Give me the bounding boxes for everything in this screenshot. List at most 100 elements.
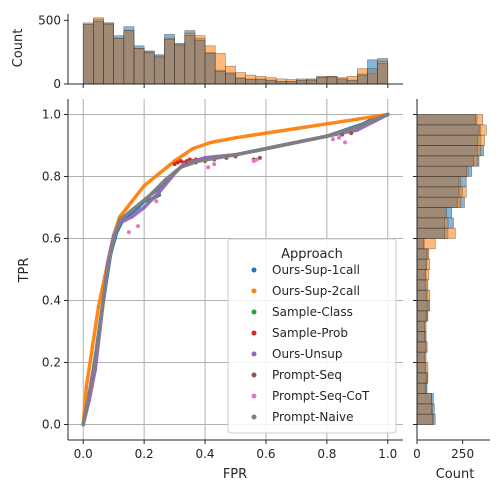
series-prompt-naive [81,112,390,427]
data-point [163,178,168,182]
data-point [90,345,94,349]
data-point [386,112,390,117]
right-hist-bar [416,248,428,260]
data-point [233,136,238,140]
data-point [294,126,299,131]
data-point [209,140,213,144]
data-point [130,199,134,203]
data-point [175,160,180,165]
data-point [355,117,359,121]
right-hist-bar [416,320,425,332]
right-hist-bar [416,227,445,239]
top-hist-bar [377,63,389,85]
legend-marker [251,288,257,294]
legend-marker [251,372,257,378]
data-point [172,159,177,163]
data-point [154,199,159,204]
data-point [212,162,217,167]
legend-marker [251,351,257,357]
y-tick-label: 0.8 [42,170,61,184]
legend-item-ours-unsup: Ours-Unsup [251,347,342,361]
data-point [179,165,183,169]
data-point [279,143,283,148]
top-hist-bar [194,40,206,85]
x-tick-label: 0.8 [317,447,336,461]
top-hist-bar [214,70,226,85]
data-point [142,184,146,188]
legend-label: Prompt-Seq-CoT [272,389,370,403]
data-point [105,267,110,272]
data-point [81,422,85,427]
top-histogram-bars [82,17,389,85]
x-tick-label: 1.0 [378,447,397,461]
right-hist-bar [416,145,478,157]
data-point [130,215,134,219]
data-point [87,391,91,396]
legend-marker [251,309,257,315]
data-point [206,165,211,170]
y-tick-label: 0.4 [42,294,61,308]
right-hist-bar [416,186,460,198]
data-point [251,159,256,163]
top-hist-bar [367,68,378,85]
legend-title: Approach [281,247,343,262]
top-hist-bar [346,79,358,85]
right-hist-bar [416,196,458,208]
top-hist-bar [103,23,114,85]
right-histogram-axes: 0 250 [413,99,490,461]
main-series-group [81,112,390,427]
data-point [337,135,342,140]
data-point [191,147,195,151]
right-hist-bar [416,258,427,270]
top-hist-bar [326,76,338,85]
top-hist-bar [225,73,236,85]
right-hist-bar [416,341,426,353]
x-tick-label: 0.4 [195,447,214,461]
legend-item-prompt-seq-cot: Prompt-Seq-CoT [251,389,370,403]
right-hist-bar [416,176,460,188]
legend-item-ours-sup-1call: Ours-Sup-1call [251,263,360,277]
data-point [136,224,141,229]
right-histogram-x-title: Count [436,467,475,482]
x-tick-label: 0.0 [74,447,93,461]
legend-box [227,238,397,434]
data-point [96,336,101,340]
top-hist-bar [296,79,307,85]
legend-label: Ours-Unsup [272,347,342,361]
data-point [172,162,177,167]
data-point [325,134,329,138]
right-x-tick-label: 250 [451,447,474,461]
right-hist-bar [416,331,425,343]
right-hist-bar [416,165,467,177]
series-trace [81,112,390,427]
x-axis-title: FPR [223,467,247,482]
top-hist-bar [336,78,348,85]
data-point [118,218,122,222]
right-x-tick-label: 0 [413,447,421,461]
legend-item-prompt-naive: Prompt-Naive [251,410,354,424]
data-point [142,205,146,210]
data-point [126,230,131,235]
top-hist-bar [113,37,125,85]
right-hist-bar [416,217,445,229]
right-hist-bar [416,362,426,374]
legend-label: Prompt-Seq [272,368,342,382]
top-hist-bar [82,23,94,85]
top-hist-bar [204,53,216,85]
y-axis-title: TPR [17,258,32,284]
top-hist-bar [143,51,155,85]
top-histogram-y-title: Count [11,29,26,68]
legend-label: Prompt-Naive [272,410,354,424]
right-hist-bar [416,413,433,425]
data-point [233,153,238,157]
legend: Approach Ours-Sup-1call Ours-Sup-2call Sam… [227,238,397,434]
top-hist-bar [133,48,145,85]
right-hist-series-prompt-naive [416,114,480,425]
legend-label: Ours-Sup-2call [272,284,360,298]
top-hist-bar [184,35,196,85]
right-hist-bar [416,238,424,250]
right-hist-bar [416,114,476,126]
top-hist-bar [306,79,318,85]
top-hist-bar [316,77,328,85]
